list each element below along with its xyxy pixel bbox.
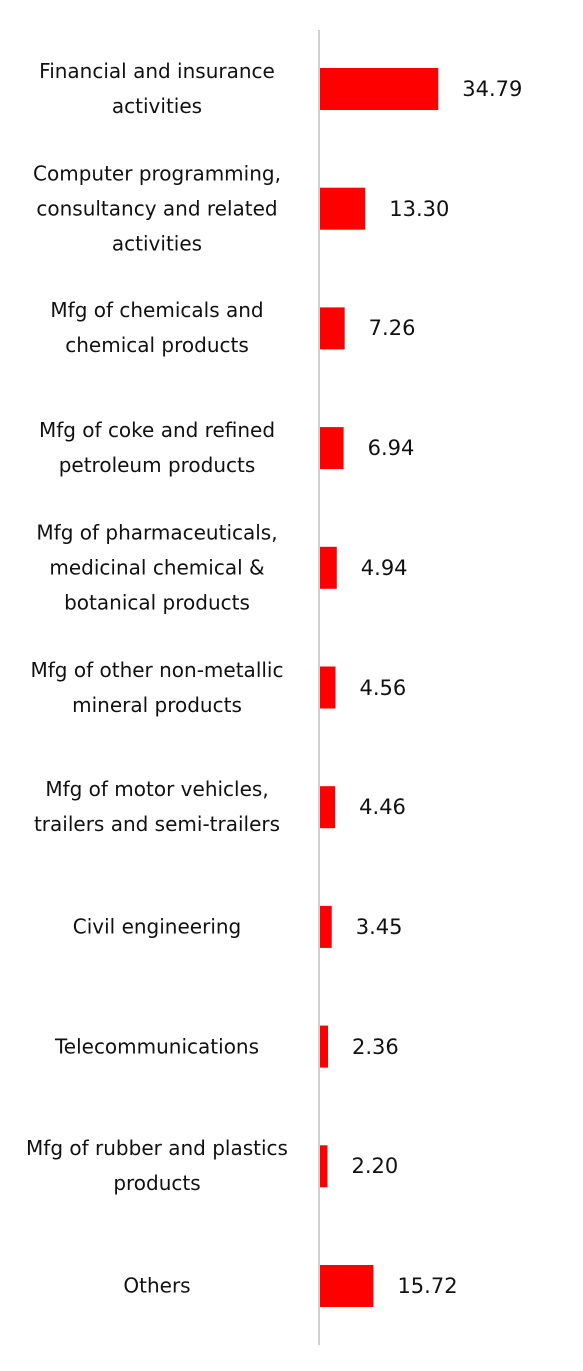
value-label: 13.30 <box>389 196 450 221</box>
value-label: 2.20 <box>351 1154 399 1179</box>
bar <box>320 1265 374 1307</box>
bar <box>320 307 345 350</box>
value-label: 15.72 <box>397 1274 458 1298</box>
value-label: 7.26 <box>368 316 416 341</box>
value-label: 34.79 <box>462 77 523 101</box>
value-label: 4.94 <box>360 555 408 580</box>
bar <box>320 1025 329 1068</box>
category-label: Mfg of motor vehicles, trailers and semi… <box>33 777 281 837</box>
bar <box>320 905 332 948</box>
category-label: Others <box>123 1273 191 1298</box>
value-label: 4.46 <box>359 795 406 820</box>
bar <box>320 187 366 230</box>
bar <box>320 666 336 709</box>
category-label: Financial and insurance activities <box>39 59 275 118</box>
category-label: Mfg of other non-metallic mineral produc… <box>30 657 284 717</box>
bar <box>320 1145 328 1188</box>
category-label: Mfg of rubber and plastics products <box>26 1136 288 1196</box>
category-label: Mfg of coke and refined petroleum produc… <box>38 418 276 478</box>
bar <box>320 68 439 110</box>
category-label: Telecommunications <box>54 1034 260 1059</box>
category-label: Mfg of chemicals and chemical products <box>50 298 264 358</box>
value-label: 6.94 <box>367 436 415 461</box>
value-label: 4.56 <box>359 675 407 700</box>
bar <box>320 786 336 829</box>
category-label: Civil engineering <box>72 914 242 939</box>
value-label: 3.45 <box>355 914 403 939</box>
value-label: 2.36 <box>352 1034 399 1059</box>
category-label: Computer programming, consultancy and re… <box>33 161 281 256</box>
bar <box>320 546 337 589</box>
category-label: Mfg of pharmaceuticals, medicinal chemic… <box>36 520 278 615</box>
bar <box>320 427 344 470</box>
